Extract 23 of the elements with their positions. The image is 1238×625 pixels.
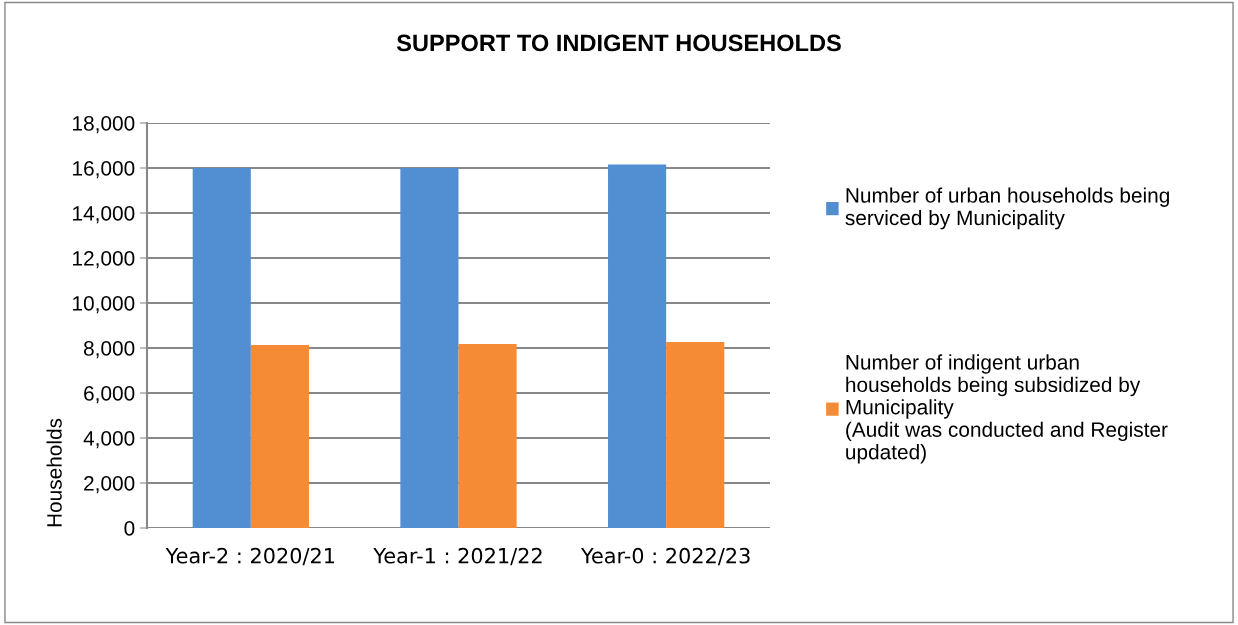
x-tick-label: Year-2 : 2020/21 <box>165 547 335 566</box>
y-tick-label: 4,000 <box>83 431 135 449</box>
y-tick-label: 16,000 <box>73 161 135 179</box>
legend-label: Number of indigent urban households being subsidized by Municipality (Audit was conducted and Register updated) <box>846 354 1168 464</box>
bar <box>458 343 517 528</box>
x-tick-label: Year-0 : 2022/23 <box>580 547 750 566</box>
y-tick-label: 12,000 <box>73 251 135 269</box>
y-tick-label: 0 <box>124 521 135 536</box>
bar <box>250 345 309 528</box>
chart-title: SUPPORT TO INDIGENT HOUSEHOLDS <box>396 34 841 52</box>
bar <box>666 341 725 528</box>
y-axis-title: Households <box>46 418 62 527</box>
y-tick-label: 14,000 <box>73 206 135 224</box>
y-tick-label: 18,000 <box>73 116 135 134</box>
y-tick-label: 10,000 <box>73 296 135 314</box>
bar <box>192 168 251 528</box>
y-tick-label: 8,000 <box>83 341 135 359</box>
legend-label: Number of urban households being serviced by Municipality <box>845 187 1169 230</box>
bar <box>608 164 667 528</box>
bar <box>400 168 459 528</box>
y-tick-label: 6,000 <box>84 386 135 404</box>
x-tick-label: Year-1 : 2021/22 <box>373 547 542 566</box>
y-tick-label: 2,000 <box>84 476 135 494</box>
